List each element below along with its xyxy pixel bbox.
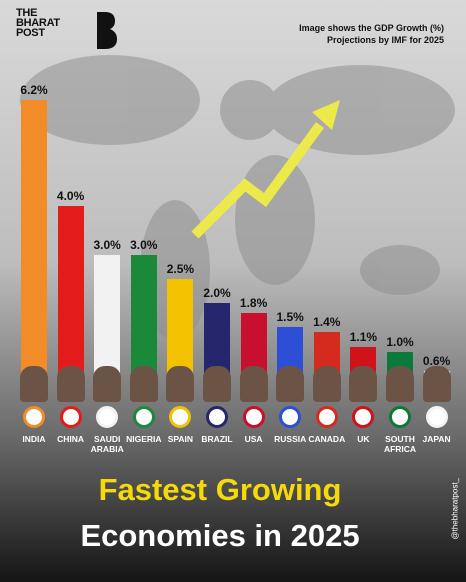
category-label: USA <box>244 434 263 444</box>
flag <box>425 406 448 428</box>
note: Image shows the GDP Growth (%) Projectio… <box>299 22 444 46</box>
category-label: SPAIN <box>167 434 194 444</box>
note-line: Image shows the GDP Growth (%) <box>299 23 444 33</box>
face <box>129 366 158 402</box>
bar <box>21 100 47 400</box>
flag <box>23 406 45 428</box>
face <box>166 366 195 402</box>
brand-logo: THE BHARAT POST <box>16 7 60 39</box>
note-line: Projections by IMF for 2025 <box>326 35 444 45</box>
category-label: UK <box>357 434 370 444</box>
title: Fastest Growing <box>98 472 342 507</box>
face <box>312 366 341 402</box>
face <box>56 366 85 402</box>
flag <box>315 406 338 428</box>
value-label: 1.5% <box>276 310 304 325</box>
category-label: SOUTH AFRICA <box>383 434 417 454</box>
flag <box>389 406 411 428</box>
category-label: INDIA <box>22 434 46 444</box>
category-label: CHINA <box>57 434 85 444</box>
category-label: JAPAN <box>422 434 451 444</box>
title: Economies in 2025 <box>80 518 360 553</box>
brand-text: BHARAT <box>16 17 60 29</box>
chart: 6.2% INDIA 4.0% CHINA 3.0% SAUDI ARABIA 3.0% NI… <box>20 83 451 454</box>
brand-text: THE <box>16 7 38 19</box>
category-label: RUSSIA <box>274 434 307 444</box>
category-label: NIGERIA <box>126 434 162 444</box>
brand-text: POST <box>16 27 45 39</box>
category-label: SAUDI ARABIA <box>90 434 124 454</box>
face <box>20 366 48 402</box>
face <box>93 366 122 402</box>
category-label: BRAZIL <box>201 434 233 444</box>
value-label: 1.0% <box>386 334 414 349</box>
flag <box>169 406 192 428</box>
value-label: 1.1% <box>349 329 378 344</box>
value-label: 1.8% <box>239 295 268 310</box>
flag <box>279 406 302 428</box>
value-label: 3.0% <box>93 237 121 252</box>
value-label: 1.4% <box>313 315 341 330</box>
value-label: 2.0% <box>203 286 231 301</box>
face <box>239 366 268 402</box>
flag <box>242 406 265 428</box>
value-label: 6.2% <box>20 83 48 97</box>
flag <box>59 406 82 428</box>
face <box>422 366 451 402</box>
value-label: 0.6% <box>422 353 451 368</box>
handle: @thebharatpost_ <box>450 478 460 540</box>
flag <box>96 406 119 428</box>
flag <box>132 406 155 428</box>
flag <box>206 406 228 428</box>
face <box>386 366 414 402</box>
flag <box>352 406 375 428</box>
value-label: 3.0% <box>130 237 158 252</box>
face <box>349 366 378 402</box>
category-label: CANADA <box>308 434 346 444</box>
value-label: 2.5% <box>166 262 195 277</box>
face <box>276 366 305 402</box>
value-label: 4.0% <box>56 189 85 204</box>
face <box>203 366 231 402</box>
